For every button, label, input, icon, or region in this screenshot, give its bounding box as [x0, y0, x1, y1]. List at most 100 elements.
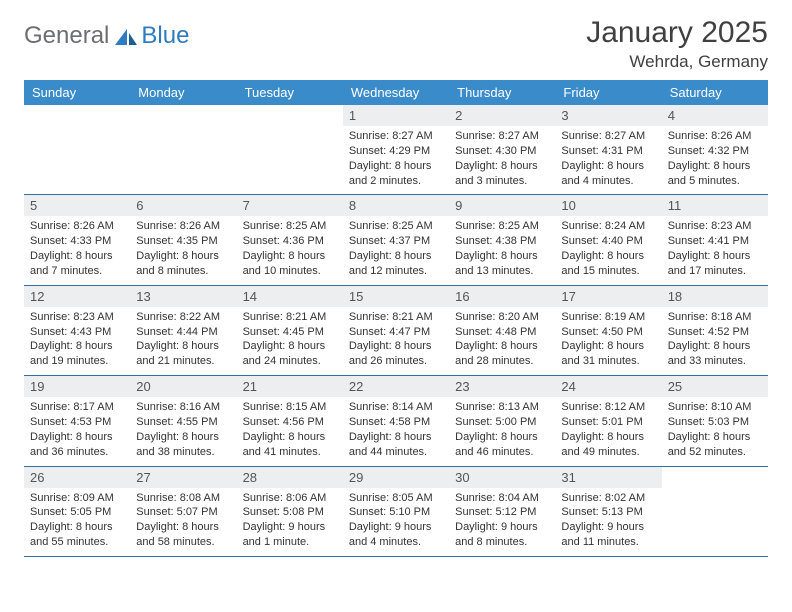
- daylight-text: Daylight: 8 hours and 5 minutes.: [668, 159, 762, 189]
- daylight-text: Daylight: 8 hours and 21 minutes.: [136, 339, 230, 369]
- day-number: 4: [662, 105, 768, 126]
- sunrise-text: Sunrise: 8:15 AM: [243, 400, 337, 415]
- daylight-text: Daylight: 8 hours and 4 minutes.: [561, 159, 655, 189]
- sunrise-text: Sunrise: 8:26 AM: [30, 219, 124, 234]
- daylight-text: Daylight: 8 hours and 26 minutes.: [349, 339, 443, 369]
- sunrise-text: Sunrise: 8:14 AM: [349, 400, 443, 415]
- title-block: January 2025 Wehrda, Germany: [586, 16, 768, 72]
- day-info: Sunrise: 8:20 AMSunset: 4:48 PMDaylight:…: [455, 310, 549, 369]
- day-number: 23: [449, 376, 555, 397]
- day-info: Sunrise: 8:09 AMSunset: 5:05 PMDaylight:…: [30, 491, 124, 550]
- calendar-day-cell: 18Sunrise: 8:18 AMSunset: 4:52 PMDayligh…: [662, 285, 768, 375]
- sunrise-text: Sunrise: 8:25 AM: [349, 219, 443, 234]
- day-number: 17: [555, 286, 661, 307]
- sunrise-text: Sunrise: 8:23 AM: [30, 310, 124, 325]
- daylight-text: Daylight: 9 hours and 4 minutes.: [349, 520, 443, 550]
- day-info: Sunrise: 8:26 AMSunset: 4:35 PMDaylight:…: [136, 219, 230, 278]
- day-number: 28: [237, 467, 343, 488]
- day-number: 15: [343, 286, 449, 307]
- day-number: 11: [662, 195, 768, 216]
- calendar-day-cell: 29Sunrise: 8:05 AMSunset: 5:10 PMDayligh…: [343, 466, 449, 556]
- daylight-text: Daylight: 8 hours and 10 minutes.: [243, 249, 337, 279]
- weekday-header: Wednesday: [343, 80, 449, 105]
- location-label: Wehrda, Germany: [586, 52, 768, 72]
- sunset-text: Sunset: 4:52 PM: [668, 325, 762, 340]
- daylight-text: Daylight: 8 hours and 58 minutes.: [136, 520, 230, 550]
- sunset-text: Sunset: 4:45 PM: [243, 325, 337, 340]
- sunset-text: Sunset: 4:56 PM: [243, 415, 337, 430]
- day-info: Sunrise: 8:27 AMSunset: 4:30 PMDaylight:…: [455, 129, 549, 188]
- calendar-day-cell: 6 Sunrise: 8:26 AMSunset: 4:35 PMDaylight…: [130, 195, 236, 285]
- daylight-text: Daylight: 8 hours and 36 minutes.: [30, 430, 124, 460]
- sunrise-text: Sunrise: 8:06 AM: [243, 491, 337, 506]
- sunrise-text: Sunrise: 8:13 AM: [455, 400, 549, 415]
- calendar-day-cell: 14 Sunrise: 8:21 AMSunset: 4:45 PMDayligh…: [237, 285, 343, 375]
- calendar-day-cell: 13 Sunrise: 8:22 AMSunset: 4:44 PMDayligh…: [130, 285, 236, 375]
- day-number: 27: [130, 467, 236, 488]
- calendar-day-cell: 21 Sunrise: 8:15 AMSunset: 4:56 PMDayligh…: [237, 376, 343, 466]
- daylight-text: Daylight: 8 hours and 7 minutes.: [30, 249, 124, 279]
- calendar-day-cell: 20Sunrise: 8:16 AMSunset: 4:55 PMDayligh…: [130, 376, 236, 466]
- day-number: 16: [449, 286, 555, 307]
- day-number: 8: [343, 195, 449, 216]
- daylight-text: Daylight: 8 hours and 41 minutes.: [243, 430, 337, 460]
- sunset-text: Sunset: 4:37 PM: [349, 234, 443, 249]
- day-number: 14: [237, 286, 343, 307]
- sunrise-text: Sunrise: 8:10 AM: [668, 400, 762, 415]
- sunset-text: Sunset: 4:38 PM: [455, 234, 549, 249]
- weekday-header: Friday: [555, 80, 661, 105]
- sunset-text: Sunset: 5:01 PM: [561, 415, 655, 430]
- calendar-week-row: 1Sunrise: 8:27 AMSunset: 4:29 PMDaylight…: [24, 105, 768, 195]
- sunset-text: Sunset: 5:10 PM: [349, 505, 443, 520]
- day-number: 7: [237, 195, 343, 216]
- sunrise-text: Sunrise: 8:26 AM: [136, 219, 230, 234]
- sunset-text: Sunset: 4:43 PM: [30, 325, 124, 340]
- daylight-text: Daylight: 8 hours and 17 minutes.: [668, 249, 762, 279]
- day-info: Sunrise: 8:23 AMSunset: 4:41 PMDaylight:…: [668, 219, 762, 278]
- sunrise-text: Sunrise: 8:22 AM: [136, 310, 230, 325]
- sunrise-text: Sunrise: 8:12 AM: [561, 400, 655, 415]
- sunrise-text: Sunrise: 8:21 AM: [243, 310, 337, 325]
- day-number: 21: [237, 376, 343, 397]
- calendar-day-cell: 3Sunrise: 8:27 AMSunset: 4:31 PMDaylight…: [555, 105, 661, 195]
- calendar-day-cell: 28 Sunrise: 8:06 AMSunset: 5:08 PMDayligh…: [237, 466, 343, 556]
- day-number: 25: [662, 376, 768, 397]
- day-number: 9: [449, 195, 555, 216]
- day-info: Sunrise: 8:14 AMSunset: 4:58 PMDaylight:…: [349, 400, 443, 459]
- day-number: 6: [130, 195, 236, 216]
- sunset-text: Sunset: 4:36 PM: [243, 234, 337, 249]
- sunset-text: Sunset: 4:44 PM: [136, 325, 230, 340]
- weekday-header: Tuesday: [237, 80, 343, 105]
- weekday-header: Thursday: [449, 80, 555, 105]
- weekday-header: Saturday: [662, 80, 768, 105]
- sunset-text: Sunset: 4:58 PM: [349, 415, 443, 430]
- day-number: 30: [449, 467, 555, 488]
- day-info: Sunrise: 8:18 AMSunset: 4:52 PMDaylight:…: [668, 310, 762, 369]
- calendar-day-cell: 26Sunrise: 8:09 AMSunset: 5:05 PMDayligh…: [24, 466, 130, 556]
- sunrise-text: Sunrise: 8:19 AM: [561, 310, 655, 325]
- sunset-text: Sunset: 4:41 PM: [668, 234, 762, 249]
- day-info: Sunrise: 8:24 AMSunset: 4:40 PMDaylight:…: [561, 219, 655, 278]
- sunrise-text: Sunrise: 8:26 AM: [668, 129, 762, 144]
- calendar-day-cell: 15 Sunrise: 8:21 AMSunset: 4:47 PMDayligh…: [343, 285, 449, 375]
- sunset-text: Sunset: 4:50 PM: [561, 325, 655, 340]
- day-info: Sunrise: 8:21 AMSunset: 4:47 PMDaylight:…: [349, 310, 443, 369]
- day-number: 5: [24, 195, 130, 216]
- sunrise-text: Sunrise: 8:08 AM: [136, 491, 230, 506]
- day-info: Sunrise: 8:06 AMSunset: 5:08 PMDaylight:…: [243, 491, 337, 550]
- day-number: 29: [343, 467, 449, 488]
- daylight-text: Daylight: 9 hours and 8 minutes.: [455, 520, 549, 550]
- day-number: 2: [449, 105, 555, 126]
- day-number: 13: [130, 286, 236, 307]
- daylight-text: Daylight: 8 hours and 15 minutes.: [561, 249, 655, 279]
- calendar-day-cell: 1Sunrise: 8:27 AMSunset: 4:29 PMDaylight…: [343, 105, 449, 195]
- calendar-day-cell: 4Sunrise: 8:26 AMSunset: 4:32 PMDaylight…: [662, 105, 768, 195]
- sunset-text: Sunset: 4:40 PM: [561, 234, 655, 249]
- day-info: Sunrise: 8:19 AMSunset: 4:50 PMDaylight:…: [561, 310, 655, 369]
- weekday-header: Sunday: [24, 80, 130, 105]
- sunset-text: Sunset: 5:07 PM: [136, 505, 230, 520]
- day-info: Sunrise: 8:21 AMSunset: 4:45 PMDaylight:…: [243, 310, 337, 369]
- calendar-day-cell: 2 Sunrise: 8:27 AMSunset: 4:30 PMDaylight…: [449, 105, 555, 195]
- day-number: 20: [130, 376, 236, 397]
- daylight-text: Daylight: 8 hours and 52 minutes.: [668, 430, 762, 460]
